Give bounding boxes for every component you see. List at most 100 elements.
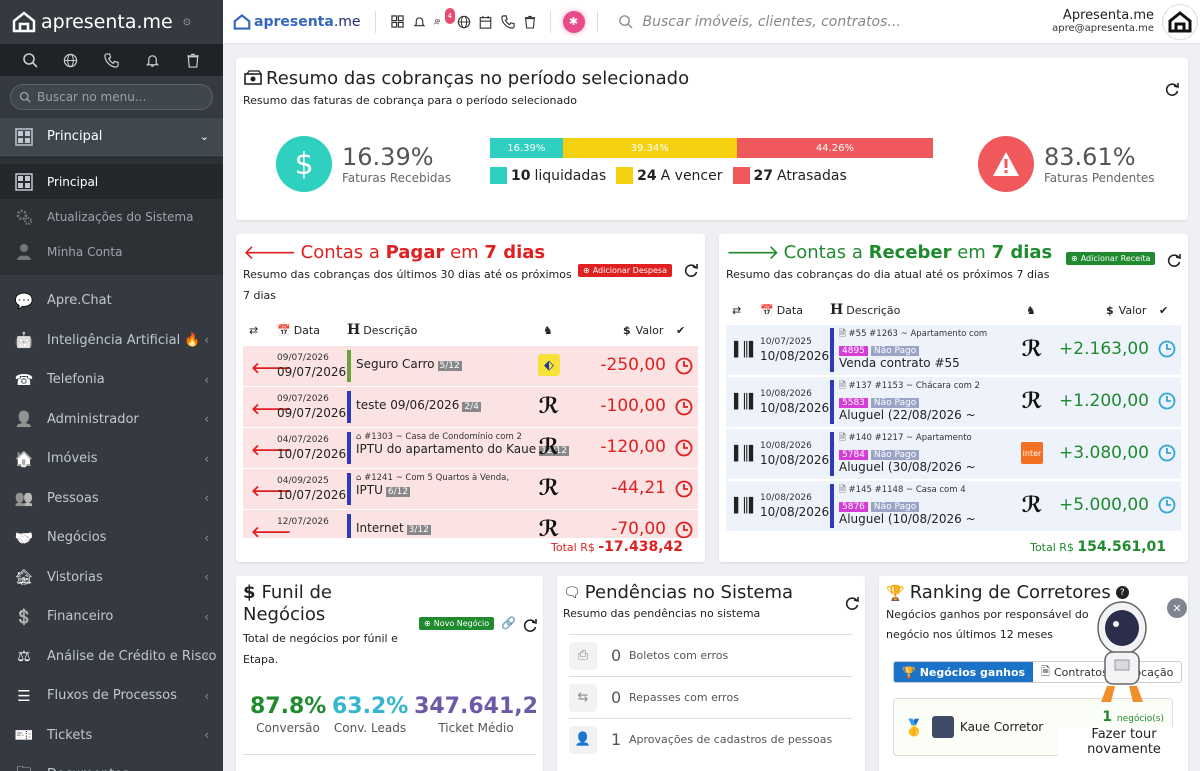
arrow-left-icon: 🡐 (243, 240, 297, 264)
avatar[interactable] (1162, 4, 1198, 40)
topbar-logo[interactable]: apresenta .me (233, 14, 361, 30)
table-row[interactable]: 🡐 04/07/2026 10/07/2026 ⌂ #1303 ~ Casa d… (243, 428, 698, 468)
user-info[interactable]: Apresenta.me apre@apresenta.me (1052, 8, 1154, 34)
trash-icon[interactable] (522, 14, 538, 30)
date-issue: 10/07/2025 (760, 337, 812, 347)
refresh-icon[interactable] (1164, 81, 1180, 97)
check-icon[interactable]: ✔ (676, 323, 686, 337)
th-val[interactable]: $ Valor (1106, 304, 1146, 317)
clock-icon[interactable] (675, 439, 693, 457)
total-label: Total R$ (1030, 541, 1074, 554)
globe-icon[interactable] (456, 14, 472, 30)
sidebar-item-1[interactable]: 🤖 Inteligência Artificial 🔥 ‹ (0, 321, 223, 361)
clock-icon[interactable] (1158, 444, 1176, 462)
sidebar-item-10[interactable]: ☰ Fluxos de Processos ‹ (0, 676, 223, 716)
sidebar-item-6[interactable]: 🤝 Negócios ‹ (0, 518, 223, 558)
sidebar-item-minha-conta[interactable]: Minha Conta (0, 234, 223, 269)
sidebar-group-principal[interactable]: Principal ⌄ (0, 118, 223, 156)
clock-icon[interactable] (675, 480, 693, 498)
th-val[interactable]: $ Valor (623, 324, 663, 337)
date-issue: 09/07/2026 (277, 353, 329, 363)
clock-icon[interactable] (675, 521, 693, 538)
table-row[interactable]: 🡐 09/07/2026 09/07/2026 Seguro Carro 5/12… (243, 346, 698, 386)
check-icon[interactable]: ✔ (1159, 303, 1169, 317)
sidebar-brand[interactable]: apresenta.me ⊙ (0, 0, 223, 44)
chevron-left-icon: ‹ (204, 728, 209, 743)
new-deal-button[interactable]: ⊕ Novo Negócio (419, 617, 495, 630)
th-date[interactable]: 📅 Data (277, 324, 320, 337)
help-icon[interactable]: ? (1115, 586, 1129, 599)
tour-button[interactable]: Fazer tour novamente (1062, 727, 1186, 771)
home-icon: ⌂ (356, 432, 362, 442)
sidebar-item-7[interactable]: 🏚 Vistorias ‹ (0, 558, 223, 598)
card-subtitle: Resumo das cobranças do dia atual até os… (726, 268, 1050, 281)
add-income-button[interactable]: ⊕ Adicionar Receita (1066, 252, 1156, 265)
grid-icon[interactable] (390, 14, 406, 30)
phone-icon[interactable] (500, 14, 516, 30)
sidebar-item-principal[interactable]: Principal (0, 164, 223, 199)
refresh-icon[interactable] (522, 617, 538, 633)
sidebar-item-5[interactable]: 👥 Pessoas ‹ (0, 479, 223, 519)
contas-pagar-card: 🡐 Contas a Pagar em 7 dias Resumo das co… (236, 234, 705, 562)
pend-row[interactable]: ⎙ 0 Boletos com erros (569, 634, 852, 676)
received-label: Faturas Recebidas (342, 171, 452, 185)
phone-icon[interactable] (101, 50, 121, 70)
refresh-icon[interactable] (683, 262, 699, 278)
pend-row[interactable]: 👤 1 Aprovações de cadastros de pessoas (569, 718, 852, 760)
sidebar-item-0[interactable]: 💬 Apre.Chat (0, 281, 223, 321)
table-row[interactable]: ▌║▌ 10/08/2026 10/08/2026 🗎 #140 #1217 ~… (726, 429, 1181, 479)
arrow-left-icon: 🡐 (251, 400, 292, 418)
settings-dot-icon[interactable]: ⊙ (182, 16, 192, 28)
table-row[interactable]: ▌║▌ 10/08/2026 10/08/2026 🗎 #137 #1153 ~… (726, 377, 1181, 427)
search-icon[interactable] (20, 50, 40, 70)
chevron-left-icon: ‹ (204, 530, 209, 545)
date-due: 09/07/2026 (277, 365, 347, 379)
card-title: Resumo das cobranças no período selecion… (244, 68, 689, 89)
global-search-input[interactable]: Buscar imóveis, clientes, contratos... (618, 14, 901, 30)
refresh-icon[interactable] (1166, 252, 1182, 268)
close-icon[interactable]: ✕ (1167, 598, 1187, 618)
bell-icon[interactable] (412, 14, 428, 30)
card-title: $ Funil de Negócios (243, 582, 363, 626)
clock-icon[interactable] (675, 357, 693, 375)
table-row[interactable]: 🡐 12/07/2026 Internet 3/12 ℛ -70,00 (243, 510, 698, 538)
clock-icon[interactable] (675, 398, 693, 416)
ai-assistant-icon[interactable]: ✱ (562, 10, 585, 33)
astronaut-mascot-icon[interactable] (1085, 598, 1160, 708)
clock-icon[interactable] (1158, 392, 1176, 410)
calendar-icon[interactable] (478, 14, 494, 30)
swap-icon[interactable]: ⇄ (732, 303, 742, 317)
bell-icon[interactable] (142, 50, 162, 70)
sidebar-item-9[interactable]: ⚖ Análise de Crédito e Risco ‹ (0, 637, 223, 677)
sidebar-search-input[interactable]: Buscar no menu... (10, 84, 213, 110)
link-icon[interactable]: 🔗 (501, 616, 516, 630)
globe-icon[interactable] (61, 50, 81, 70)
calendar-icon: 📅 (277, 323, 291, 337)
table-row[interactable]: ▌║▌ 10/08/2026 10/08/2026 🗎 #145 #1148 ~… (726, 481, 1181, 531)
chevron-left-icon: ‹ (204, 768, 209, 771)
clock-icon[interactable] (1158, 496, 1176, 514)
sidebar-item-12[interactable]: 🗀 Documentos ‹ (0, 755, 223, 771)
th-date[interactable]: 📅 Data (760, 304, 803, 317)
pend-row[interactable]: ⇆ 0 Repasses com erros (569, 676, 852, 718)
tab-negocios-ganhos[interactable]: 🏆 Negócios ganhos (894, 662, 1034, 682)
sidebar-item-8[interactable]: 💲 Financeiro ‹ (0, 597, 223, 637)
users-icon[interactable]: 4 (433, 7, 455, 30)
sidebar-item-4[interactable]: 🏠 Imóveis ‹ (0, 439, 223, 479)
th-desc[interactable]: H Descrição (830, 302, 900, 318)
trash-icon[interactable] (183, 50, 203, 70)
refresh-icon[interactable] (844, 595, 860, 611)
sidebar-item-atualizacoes[interactable]: Atualizações do Sistema (0, 199, 223, 234)
th-desc[interactable]: H Descrição (347, 322, 417, 338)
sidebar-item-3[interactable]: 👤 Administrador ‹ (0, 400, 223, 440)
sidebar-item-2[interactable]: ☎ Telefonia ‹ (0, 360, 223, 400)
sidebar-item-label: Tickets (47, 727, 93, 743)
table-row[interactable]: ▌║▌ 10/07/2025 10/08/2026 🗎 #55 #1263 ~ … (726, 325, 1181, 375)
add-expense-button[interactable]: ⊕ Adicionar Despesa (578, 264, 672, 277)
table-row[interactable]: 🡐 09/07/2026 09/07/2026 teste 09/06/2026… (243, 387, 698, 427)
swap-icon[interactable]: ⇄ (249, 323, 259, 337)
table-row[interactable]: 🡐 04/09/2025 10/07/2026 ⌂ #1241 ~ Com 5 … (243, 469, 698, 509)
pending-label: Faturas Pendentes (1044, 171, 1155, 185)
clock-icon[interactable] (1158, 340, 1176, 358)
sidebar-item-11[interactable]: 🎫 Tickets ‹ (0, 716, 223, 756)
